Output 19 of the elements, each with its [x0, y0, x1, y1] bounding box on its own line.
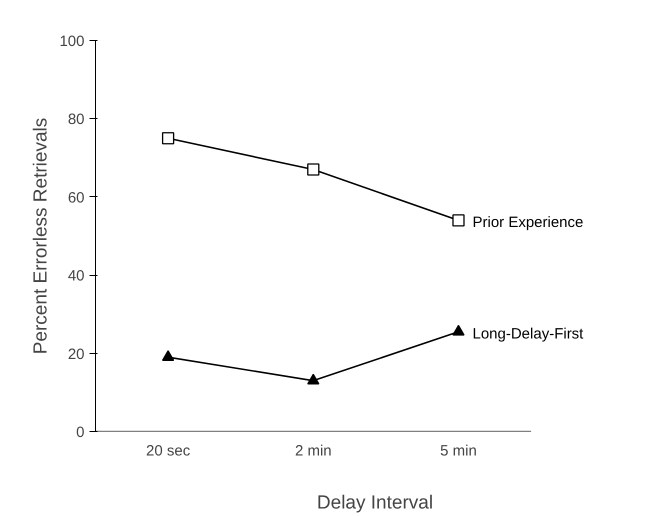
series-label: Prior Experience	[472, 214, 584, 231]
y-tick-label: 100	[59, 33, 85, 50]
y-tick-label: 40	[68, 268, 85, 285]
point	[162, 350, 174, 362]
x-tick-label: 20 sec	[146, 442, 191, 460]
point	[452, 324, 465, 336]
point	[162, 132, 174, 144]
point	[307, 374, 320, 384]
x-tick-label: 2 min	[294, 442, 332, 460]
y-tick-label: 0	[76, 424, 84, 441]
series-label: Long-Delay-First	[472, 325, 584, 342]
y-tick-label: 20	[68, 346, 85, 363]
y-tick-label: 80	[68, 111, 85, 128]
point	[307, 163, 320, 176]
y-tick-label: 60	[68, 189, 85, 206]
y-axis-title: Percent Errorless Retrievals	[30, 118, 52, 354]
x-tick-label: 5 min	[440, 442, 477, 460]
x-axis-title: Delay Interval	[316, 492, 434, 514]
point	[452, 214, 465, 227]
